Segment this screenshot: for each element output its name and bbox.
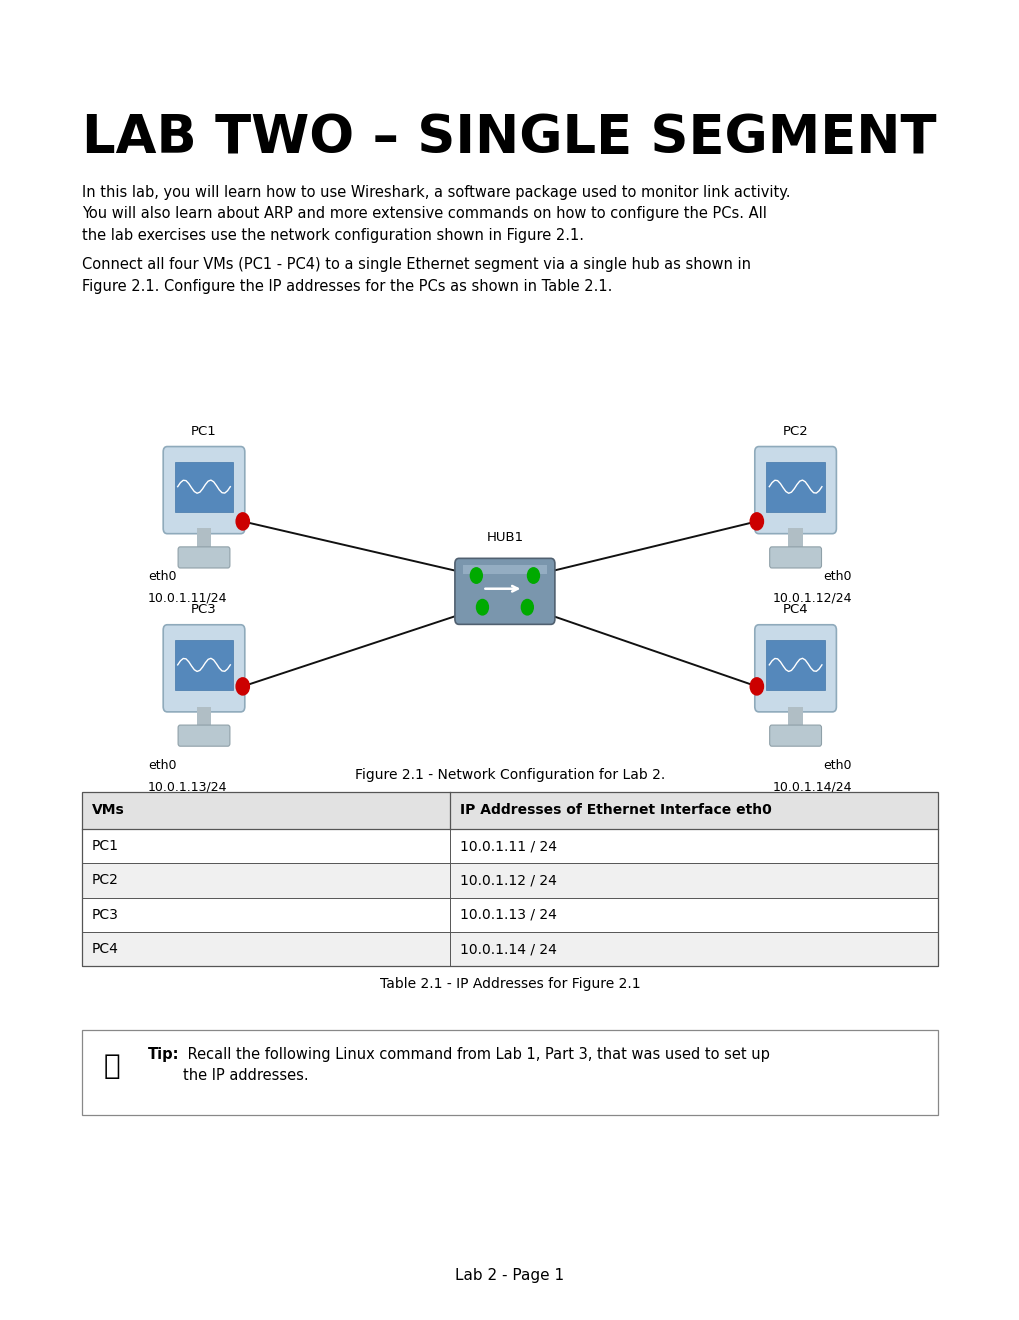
Text: Recall the following Linux command from Lab 1, Part 3, that was used to set up
t: Recall the following Linux command from … [182,1047,768,1082]
Text: PC3: PC3 [191,603,217,616]
Circle shape [527,568,539,583]
FancyBboxPatch shape [82,863,937,898]
FancyBboxPatch shape [174,462,233,512]
Text: 10.0.1.14 / 24: 10.0.1.14 / 24 [460,942,556,956]
Text: Lab 2 - Page 1: Lab 2 - Page 1 [455,1269,564,1283]
Text: 10.0.1.13/24: 10.0.1.13/24 [148,780,227,793]
Text: eth0: eth0 [148,570,176,583]
Text: HUB1: HUB1 [486,531,523,544]
Text: LAB TWO – SINGLE SEGMENT: LAB TWO – SINGLE SEGMENT [82,112,935,164]
Text: VMs: VMs [92,804,124,817]
Text: Figure 2.1 - Network Configuration for Lab 2.: Figure 2.1 - Network Configuration for L… [355,768,664,783]
FancyBboxPatch shape [82,792,937,829]
FancyBboxPatch shape [82,898,937,932]
FancyBboxPatch shape [163,624,245,711]
Text: Table 2.1 - IP Addresses for Figure 2.1: Table 2.1 - IP Addresses for Figure 2.1 [379,977,640,991]
FancyBboxPatch shape [788,528,802,552]
FancyBboxPatch shape [197,706,211,730]
Text: PC1: PC1 [191,425,217,438]
Circle shape [476,599,488,615]
Text: PC3: PC3 [92,908,118,921]
FancyBboxPatch shape [463,565,546,574]
Text: eth0: eth0 [822,759,851,772]
Text: 10.0.1.12/24: 10.0.1.12/24 [771,591,851,605]
FancyBboxPatch shape [754,624,836,711]
FancyBboxPatch shape [82,829,937,863]
FancyBboxPatch shape [754,446,836,533]
Circle shape [750,512,762,529]
FancyBboxPatch shape [769,546,820,568]
FancyBboxPatch shape [82,932,937,966]
FancyBboxPatch shape [197,528,211,552]
Circle shape [470,568,482,583]
FancyBboxPatch shape [178,546,229,568]
Text: Tip:: Tip: [148,1047,179,1061]
Text: PC1: PC1 [92,840,118,853]
Text: PC4: PC4 [782,603,808,616]
Text: 10.0.1.13 / 24: 10.0.1.13 / 24 [460,908,556,921]
FancyBboxPatch shape [765,462,824,512]
Circle shape [236,678,250,694]
Text: eth0: eth0 [148,759,176,772]
Text: PC2: PC2 [92,874,118,887]
Text: In this lab, you will learn how to use Wireshark, a software package used to mon: In this lab, you will learn how to use W… [82,185,790,243]
FancyBboxPatch shape [163,446,245,533]
FancyBboxPatch shape [454,558,554,624]
FancyBboxPatch shape [178,725,229,746]
Text: 10.0.1.11/24: 10.0.1.11/24 [148,591,227,605]
Circle shape [521,599,533,615]
Text: 10.0.1.14/24: 10.0.1.14/24 [771,780,851,793]
Circle shape [236,512,250,529]
Text: 💡: 💡 [104,1052,120,1080]
FancyBboxPatch shape [769,725,820,746]
FancyBboxPatch shape [765,640,824,690]
Text: eth0: eth0 [822,570,851,583]
FancyBboxPatch shape [82,1030,937,1115]
FancyBboxPatch shape [174,640,233,690]
Circle shape [750,678,762,694]
Text: IP Addresses of Ethernet Interface eth0: IP Addresses of Ethernet Interface eth0 [460,804,771,817]
FancyBboxPatch shape [788,706,802,730]
Text: Connect all four VMs (PC1 - PC4) to a single Ethernet segment via a single hub a: Connect all four VMs (PC1 - PC4) to a si… [82,257,750,294]
Text: 10.0.1.11 / 24: 10.0.1.11 / 24 [460,840,556,853]
Text: PC2: PC2 [782,425,808,438]
Text: 10.0.1.12 / 24: 10.0.1.12 / 24 [460,874,556,887]
Text: PC4: PC4 [92,942,118,956]
